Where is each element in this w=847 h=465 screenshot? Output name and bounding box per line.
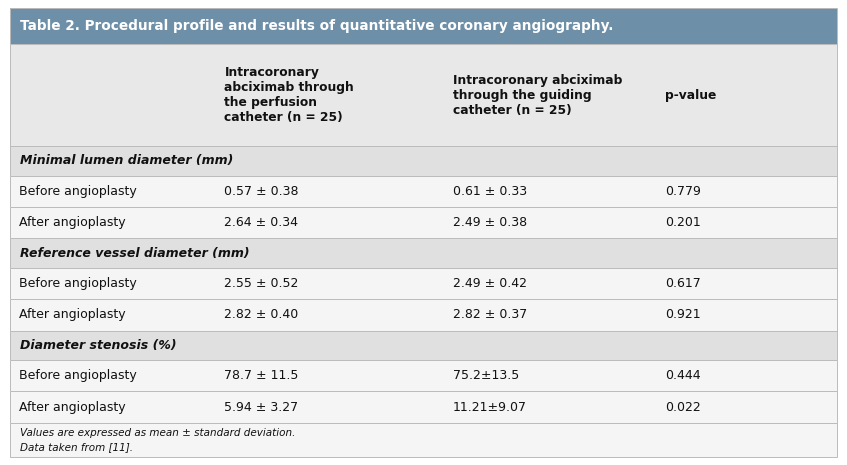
Text: 0.61 ± 0.33: 0.61 ± 0.33 xyxy=(453,185,528,198)
Bar xyxy=(10,207,837,239)
Bar xyxy=(10,44,837,146)
Bar xyxy=(10,8,837,44)
Text: 78.7 ± 11.5: 78.7 ± 11.5 xyxy=(224,369,299,382)
Text: After angioplasty: After angioplasty xyxy=(19,400,125,413)
Text: Before angioplasty: Before angioplasty xyxy=(19,369,136,382)
Text: Minimal lumen diameter (mm): Minimal lumen diameter (mm) xyxy=(20,154,234,167)
Bar xyxy=(10,331,837,360)
Text: 75.2±13.5: 75.2±13.5 xyxy=(453,369,519,382)
Text: 2.49 ± 0.42: 2.49 ± 0.42 xyxy=(453,277,527,290)
Text: After angioplasty: After angioplasty xyxy=(19,308,125,321)
Text: 0.022: 0.022 xyxy=(665,400,700,413)
Text: 0.617: 0.617 xyxy=(665,277,700,290)
Text: 0.201: 0.201 xyxy=(665,216,700,229)
Text: Table 2. Procedural profile and results of quantitative coronary angiography.: Table 2. Procedural profile and results … xyxy=(20,19,614,33)
Text: 2.55 ± 0.52: 2.55 ± 0.52 xyxy=(224,277,299,290)
Text: 5.94 ± 3.27: 5.94 ± 3.27 xyxy=(224,400,299,413)
Bar xyxy=(10,360,837,392)
Bar xyxy=(10,299,837,331)
Text: Before angioplasty: Before angioplasty xyxy=(19,185,136,198)
Bar xyxy=(10,268,837,299)
Text: 2.82 ± 0.40: 2.82 ± 0.40 xyxy=(224,308,299,321)
Text: 0.57 ± 0.38: 0.57 ± 0.38 xyxy=(224,185,299,198)
Bar xyxy=(10,331,837,360)
Bar xyxy=(10,176,837,207)
Bar xyxy=(10,239,837,268)
Text: 11.21±9.07: 11.21±9.07 xyxy=(453,400,527,413)
Bar xyxy=(10,392,837,423)
Text: 2.64 ± 0.34: 2.64 ± 0.34 xyxy=(224,216,298,229)
Text: 2.82 ± 0.37: 2.82 ± 0.37 xyxy=(453,308,528,321)
Bar xyxy=(10,207,837,239)
Text: 0.921: 0.921 xyxy=(665,308,700,321)
Text: After angioplasty: After angioplasty xyxy=(19,216,125,229)
Text: 0.444: 0.444 xyxy=(665,369,700,382)
Text: Intracoronary
abciximab through
the perfusion
catheter (n = 25): Intracoronary abciximab through the perf… xyxy=(224,66,354,124)
Bar xyxy=(10,239,837,268)
Text: Reference vessel diameter (mm): Reference vessel diameter (mm) xyxy=(20,246,250,259)
Text: p-value: p-value xyxy=(665,89,717,102)
Bar xyxy=(10,146,837,176)
Text: 0.779: 0.779 xyxy=(665,185,700,198)
Bar xyxy=(10,392,837,423)
Text: Values are expressed as mean ± standard deviation.: Values are expressed as mean ± standard … xyxy=(20,428,296,438)
Text: Data taken from [11].: Data taken from [11]. xyxy=(20,442,133,452)
Text: Intracoronary abciximab
through the guiding
catheter (n = 25): Intracoronary abciximab through the guid… xyxy=(453,73,623,117)
Text: 2.49 ± 0.38: 2.49 ± 0.38 xyxy=(453,216,528,229)
Bar xyxy=(10,176,837,207)
Bar xyxy=(10,268,837,299)
Bar xyxy=(10,423,837,457)
Bar xyxy=(10,299,837,331)
Bar xyxy=(10,8,837,44)
Text: Before angioplasty: Before angioplasty xyxy=(19,277,136,290)
Bar xyxy=(10,423,837,457)
Bar xyxy=(10,44,837,146)
Bar xyxy=(10,146,837,176)
Bar xyxy=(10,360,837,392)
Text: Diameter stenosis (%): Diameter stenosis (%) xyxy=(20,339,177,352)
